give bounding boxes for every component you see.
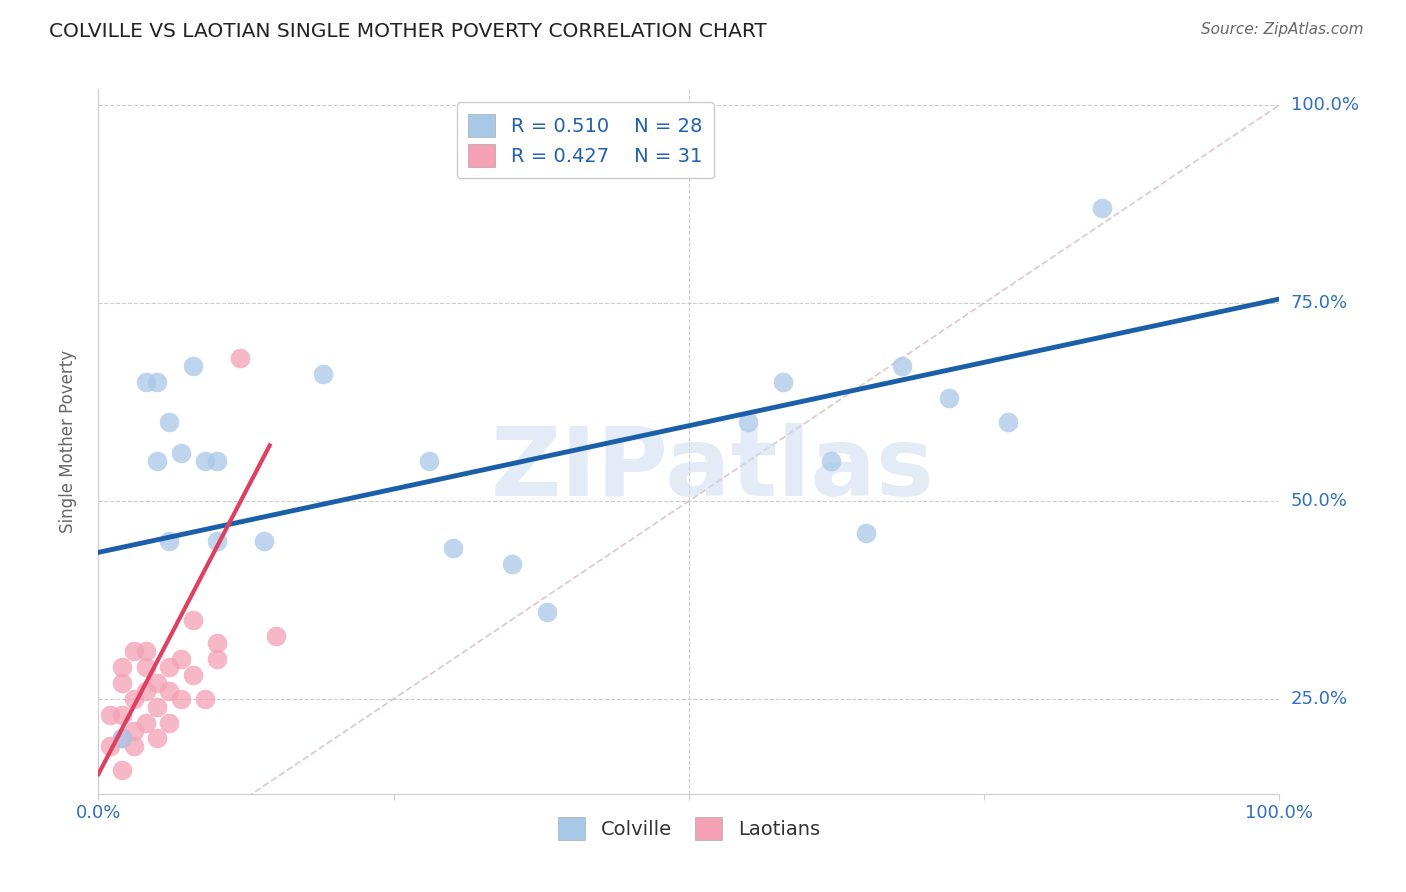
Point: [205, 454, 228, 468]
Point: [122, 739, 145, 754]
Point: [135, 375, 157, 389]
Point: [205, 533, 228, 548]
Text: Source: ZipAtlas.com: Source: ZipAtlas.com: [1201, 22, 1364, 37]
Point: [146, 375, 169, 389]
Point: [157, 415, 180, 429]
Point: [501, 558, 523, 572]
Point: [111, 676, 134, 690]
Point: [146, 699, 169, 714]
Point: [181, 668, 204, 682]
Point: [122, 723, 145, 738]
Point: [135, 660, 157, 674]
Text: ZIPatlas: ZIPatlas: [491, 423, 935, 516]
Point: [98, 739, 121, 754]
Point: [1091, 201, 1114, 215]
Point: [157, 684, 180, 698]
Point: [229, 351, 252, 366]
Point: [111, 731, 134, 746]
Point: [170, 652, 193, 666]
Point: [997, 415, 1019, 429]
Point: [737, 415, 759, 429]
Point: [890, 359, 912, 374]
Point: [157, 533, 180, 548]
Point: [772, 375, 794, 389]
Point: [157, 715, 180, 730]
Point: [122, 644, 145, 658]
Point: [170, 691, 193, 706]
Text: COLVILLE VS LAOTIAN SINGLE MOTHER POVERTY CORRELATION CHART: COLVILLE VS LAOTIAN SINGLE MOTHER POVERT…: [49, 22, 766, 41]
Point: [157, 660, 180, 674]
Point: [938, 391, 960, 405]
Point: [855, 525, 877, 540]
Point: [205, 652, 228, 666]
Legend: Colville, Laotians: Colville, Laotians: [550, 810, 828, 847]
Point: [264, 628, 287, 642]
Point: [135, 644, 157, 658]
Point: [146, 454, 169, 468]
Point: [135, 684, 157, 698]
Point: [441, 541, 464, 556]
Point: [111, 660, 134, 674]
Point: [194, 454, 217, 468]
Text: 75.0%: 75.0%: [1291, 294, 1348, 312]
Point: [146, 731, 169, 746]
Y-axis label: Single Mother Poverty: Single Mother Poverty: [59, 350, 77, 533]
Text: 100.0%: 100.0%: [1291, 96, 1358, 114]
Point: [111, 763, 134, 777]
Point: [536, 605, 558, 619]
Point: [194, 691, 217, 706]
Point: [312, 368, 335, 382]
Point: [146, 676, 169, 690]
Point: [181, 613, 204, 627]
Point: [418, 454, 440, 468]
Point: [253, 533, 276, 548]
Text: 50.0%: 50.0%: [1291, 491, 1347, 510]
Point: [98, 707, 121, 722]
Point: [111, 707, 134, 722]
Point: [205, 636, 228, 650]
Point: [135, 715, 157, 730]
Point: [122, 691, 145, 706]
Point: [170, 446, 193, 460]
Text: 25.0%: 25.0%: [1291, 690, 1348, 708]
Point: [111, 731, 134, 746]
Point: [820, 454, 842, 468]
Point: [181, 359, 204, 374]
